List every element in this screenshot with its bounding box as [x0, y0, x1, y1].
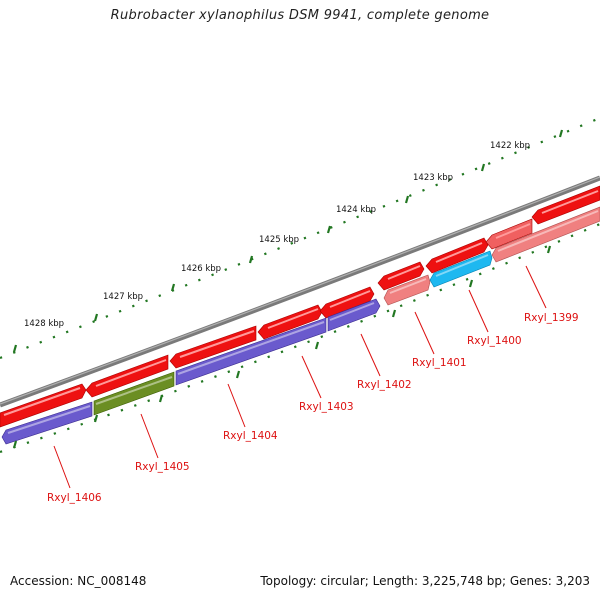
kbp-label-1428: 1428 kbp [24, 319, 64, 329]
forward-gene-9[interactable] [531, 185, 600, 225]
forward-gene-2[interactable] [85, 354, 169, 398]
reverse-strand [1, 206, 600, 445]
forward-strand [0, 185, 600, 428]
outer-ruler [0, 116, 600, 360]
accession-text: Accession: NC_008148 [10, 574, 147, 588]
kbp-label-1423: 1423 kbp [413, 173, 453, 183]
gene-Rxyl_1400[interactable] [429, 250, 493, 288]
gene-Rxyl_1399[interactable] [491, 206, 600, 263]
ruler-dots [0, 116, 600, 360]
gene-Rxyl_1404[interactable] [175, 317, 327, 386]
gene-label-Rxyl_1402[interactable]: Rxyl_1402 [357, 379, 412, 391]
forward-gene-1[interactable] [0, 383, 87, 428]
ruler-major-ticks [12, 129, 564, 353]
inner-ruler [0, 222, 600, 454]
gene-label-Rxyl_1400[interactable]: Rxyl_1400 [467, 335, 522, 347]
label-leaders [53, 265, 547, 489]
reverse-highlights [7, 210, 599, 434]
kbp-label-1422: 1422 kbp [490, 141, 530, 151]
kbp-label-1424: 1424 kbp [336, 205, 376, 215]
kbp-labels: 1422 kbp 1423 kbp 1424 kbp 1425 kbp 1426… [24, 141, 530, 329]
gene-label-Rxyl_1403[interactable]: Rxyl_1403 [299, 401, 354, 413]
forward-highlights [3, 190, 599, 416]
forward-gene-3[interactable] [169, 325, 257, 369]
genome-backbone [0, 175, 600, 408]
gene-Rxyl_1405[interactable] [93, 371, 175, 416]
gene-Rxyl_1401[interactable] [383, 274, 431, 306]
genome-title: Rubrobacter xylanophilus DSM 9941, compl… [110, 8, 490, 23]
gene-label-Rxyl_1399[interactable]: Rxyl_1399 [524, 312, 579, 324]
gene-labels: Rxyl_1406 Rxyl_1405 Rxyl_1404 Rxyl_1403 … [47, 312, 579, 504]
gene-label-Rxyl_1401[interactable]: Rxyl_1401 [412, 357, 467, 369]
forward-gene-8[interactable] [485, 218, 533, 250]
gene-label-Rxyl_1405[interactable]: Rxyl_1405 [135, 461, 190, 473]
gene-Rxyl_1402[interactable] [327, 298, 381, 332]
kbp-label-1425: 1425 kbp [259, 235, 299, 245]
gene-label-Rxyl_1406[interactable]: Rxyl_1406 [47, 492, 102, 504]
genome-backbone-highlight [0, 176, 600, 405]
kbp-label-1427: 1427 kbp [103, 292, 143, 302]
inner-ruler-major-ticks [12, 245, 552, 449]
genome-summary-text: Topology: circular; Length: 3,225,748 bp… [260, 574, 590, 588]
gene-label-Rxyl_1404[interactable]: Rxyl_1404 [223, 430, 278, 442]
kbp-label-1426: 1426 kbp [181, 264, 221, 274]
gene-Rxyl_1406[interactable] [1, 401, 93, 445]
